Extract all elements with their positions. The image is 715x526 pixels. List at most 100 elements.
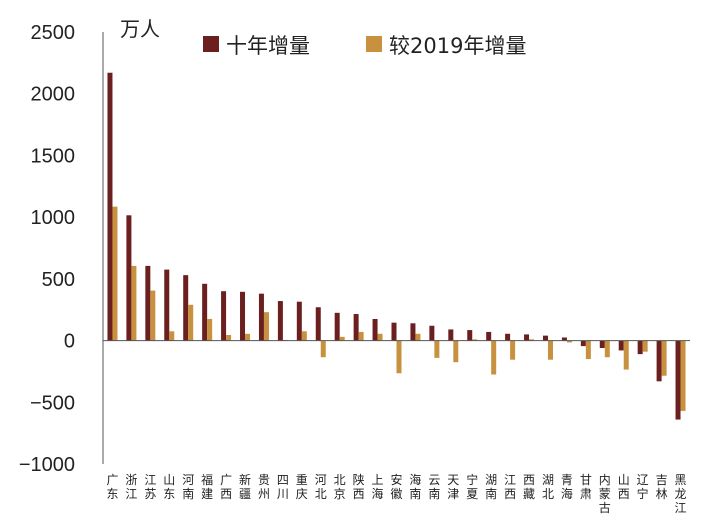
bar-series-2 — [566, 340, 572, 343]
bar-series-1 — [315, 307, 321, 341]
bar-series-1 — [618, 340, 624, 351]
bar-series-1 — [296, 301, 302, 341]
x-category-label: 安徽 — [390, 472, 402, 501]
bar-series-1 — [353, 314, 359, 341]
bar-series-1 — [505, 333, 511, 341]
x-category-label: 江苏 — [144, 473, 156, 501]
y-tick-label: 2000 — [31, 84, 76, 106]
bar-series-1 — [675, 340, 681, 420]
bar-series-1 — [183, 275, 189, 341]
bar-series-2 — [491, 340, 497, 375]
bar-series-1 — [542, 335, 548, 341]
bar-series-1 — [221, 291, 227, 341]
x-category-label: 山西 — [618, 473, 630, 501]
bar-series-1 — [107, 72, 113, 341]
bar-series-1 — [126, 215, 132, 341]
bar-series-2 — [434, 340, 440, 358]
x-category-label: 四川 — [277, 473, 289, 501]
x-category-label: 上海 — [372, 473, 384, 501]
bar-series-2 — [396, 340, 402, 374]
x-category-label: 山东 — [163, 473, 175, 501]
bar-series-2 — [529, 339, 535, 341]
legend: 十年增量 较2019年增量 — [203, 34, 526, 58]
y-tick-label: 500 — [42, 269, 75, 291]
bar-series-1 — [448, 329, 454, 341]
x-category-label: 西藏 — [523, 473, 535, 501]
x-category-label: 青海 — [561, 473, 573, 501]
x-category-label: 广东 — [106, 473, 118, 501]
bar-series-1 — [486, 331, 492, 341]
bar-series-1 — [637, 340, 643, 355]
bars — [103, 72, 690, 420]
bar-series-2 — [642, 340, 648, 352]
bar-series-1 — [258, 293, 264, 341]
bar-series-1 — [656, 340, 662, 382]
bar-series-1 — [410, 323, 416, 341]
bar-series-1 — [145, 265, 151, 341]
bar-series-2 — [547, 340, 553, 360]
bar-series-2 — [263, 312, 269, 341]
legend-swatch-series-2 — [366, 36, 382, 52]
bar-series-1 — [561, 337, 567, 341]
bar-series-2 — [301, 331, 307, 341]
bar-series-2 — [112, 206, 118, 341]
legend-label-series-1: 十年增量 — [226, 34, 310, 58]
bar-series-2 — [188, 304, 194, 341]
bar-series-2 — [358, 331, 364, 341]
x-category-label: 宁夏 — [466, 472, 478, 501]
bar-series-2 — [623, 340, 629, 370]
x-category-label: 贵州 — [258, 473, 270, 501]
legend-label-series-2: 较2019年增量 — [389, 34, 526, 58]
bar-series-1 — [524, 334, 530, 341]
legend-swatch-series-1 — [203, 36, 219, 52]
y-tick-label: 2500 — [31, 22, 76, 44]
bar-series-2 — [226, 335, 232, 341]
x-category-label: 甘肃 — [580, 473, 592, 501]
x-category-label: 重庆 — [296, 473, 308, 501]
bar-series-1 — [580, 340, 586, 347]
bar-series-2 — [453, 340, 459, 363]
y-tick-label: 0 — [64, 331, 75, 353]
bar-series-2 — [604, 340, 610, 358]
x-category-labels: 广东浙江江苏山东河南福建广西新疆贵州四川重庆河北北京陕西上海安徽海南云南天津宁夏… — [106, 472, 686, 515]
x-category-label: 广西 — [220, 473, 232, 501]
bar-series-1 — [202, 283, 208, 341]
y-tick-label: −500 — [30, 392, 75, 414]
bar-series-2 — [320, 340, 326, 358]
x-category-label: 内蒙古 — [599, 473, 611, 515]
x-category-label: 吉林 — [656, 473, 668, 501]
bar-series-2 — [207, 318, 213, 341]
y-axis: 2500 2000 1500 1000 500 0 −500 −1000 — [19, 22, 104, 476]
bar-series-2 — [339, 336, 345, 341]
x-category-label: 辽宁 — [637, 473, 649, 501]
x-category-label: 河南 — [182, 473, 194, 501]
bar-series-2 — [377, 333, 383, 341]
bar-series-2 — [169, 331, 175, 341]
x-category-label: 湖北 — [542, 472, 554, 501]
bar-series-1 — [372, 318, 378, 341]
x-category-label: 天津 — [447, 473, 459, 501]
x-category-label: 福建 — [201, 472, 213, 501]
x-category-label: 新疆 — [239, 472, 251, 501]
x-category-label: 江西 — [504, 473, 516, 501]
x-category-label: 云南 — [428, 473, 440, 501]
bar-series-2 — [131, 265, 137, 341]
bar-series-2 — [472, 339, 478, 341]
x-category-label: 河北 — [315, 473, 327, 501]
y-tick-label: −1000 — [19, 454, 75, 476]
x-category-label: 北京 — [334, 473, 346, 501]
x-category-label: 湖南 — [485, 472, 497, 501]
bar-series-1 — [164, 269, 170, 341]
bar-series-1 — [391, 322, 397, 341]
bar-series-2 — [415, 333, 421, 341]
y-axis-unit-label: 万人 — [120, 17, 160, 41]
bar-series-2 — [661, 340, 667, 376]
x-category-label: 陕西 — [353, 472, 365, 501]
bar-series-2 — [245, 333, 251, 341]
bar-series-1 — [240, 291, 246, 341]
x-category-label: 海南 — [409, 472, 421, 501]
bar-series-2 — [585, 340, 591, 360]
y-tick-label: 1000 — [31, 207, 76, 229]
bar-series-1 — [599, 340, 605, 348]
